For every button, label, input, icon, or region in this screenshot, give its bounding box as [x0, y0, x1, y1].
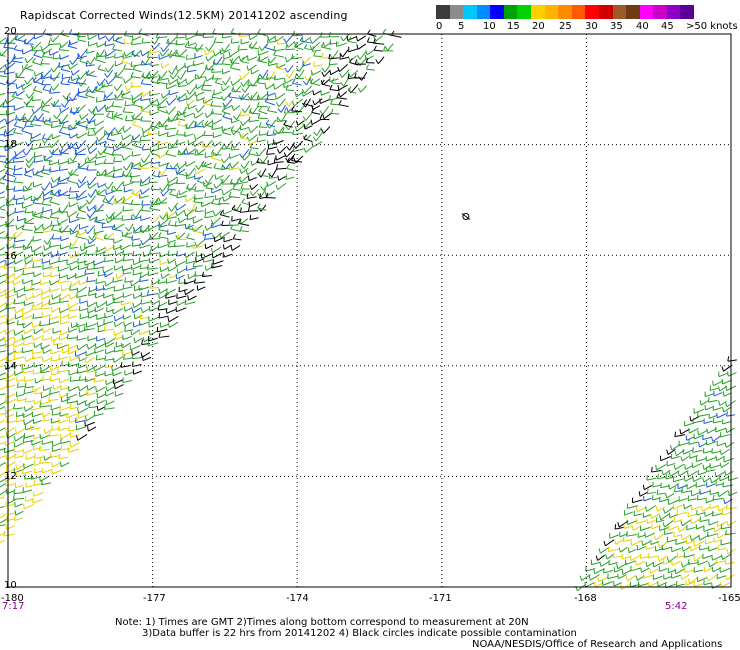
colorbar-swatch: [463, 5, 477, 19]
colorbar-label: 45: [661, 21, 674, 32]
colorbar-label: 40: [636, 21, 649, 32]
lon-tick: -174: [286, 593, 309, 604]
lat-tick: 10: [4, 580, 17, 591]
contamination-marker: [461, 212, 471, 220]
colorbar-swatch: [490, 5, 504, 19]
colorbar-swatch: [585, 5, 599, 19]
colorbar-swatch: [680, 5, 694, 19]
lat-tick: 20: [4, 26, 17, 37]
colorbar-label: 25: [559, 21, 572, 32]
lat-tick: 16: [4, 251, 17, 262]
colorbar-swatch: [476, 5, 491, 19]
colorbar-swatch: [558, 5, 572, 19]
colorbar-swatch: [436, 5, 450, 19]
lat-tick: 18: [4, 139, 17, 150]
lon-tick: -168: [574, 593, 597, 604]
colorbar-label: 15: [507, 21, 520, 32]
colorbar-swatch: [517, 5, 532, 19]
colorbar-swatch: [503, 5, 518, 19]
colorbar-swatch: [639, 5, 654, 19]
lon-tick: -165: [718, 593, 740, 604]
colorbar-swatch: [666, 5, 681, 19]
lon-tick: -171: [429, 593, 452, 604]
colorbar-label: 30: [585, 21, 598, 32]
colorbar-swatch: [626, 5, 640, 19]
colorbar-swatch: [612, 5, 627, 19]
lat-lon-grid: [7, 33, 732, 588]
lat-tick: 14: [4, 361, 17, 372]
colorbar-swatch: [449, 5, 464, 19]
colorbar-label: 5: [458, 21, 465, 32]
wind-speed-colorbar: [436, 5, 694, 19]
note-line-1: Note: 1) Times are GMT 2)Times along bot…: [115, 617, 529, 628]
colorbar-label: 10: [483, 21, 496, 32]
lon-tick: -177: [143, 593, 166, 604]
note-line-2: 3)Data buffer is 22 hrs from 20141202 4)…: [142, 628, 577, 639]
colorbar-swatch: [531, 5, 545, 19]
colorbar-label: >50 knots: [686, 21, 738, 32]
lon-tick: -180: [1, 593, 24, 604]
colorbar-swatch: [544, 5, 559, 19]
lat-tick: 12: [4, 471, 17, 482]
map-title: Rapidscat Corrected Winds(12.5KM) 201412…: [20, 9, 348, 22]
swath-time-right: 5:42: [665, 601, 688, 612]
swath-time-left: 7:17: [2, 601, 25, 612]
colorbar-swatch: [571, 5, 586, 19]
colorbar-label: 0: [436, 21, 443, 32]
note-line-3: NOAA/NESDIS/Office of Research and Appli…: [472, 639, 723, 650]
colorbar-swatch: [598, 5, 613, 19]
colorbar-label: 20: [532, 21, 545, 32]
wind-barbs: [0, 28, 738, 592]
colorbar-label: 35: [610, 21, 623, 32]
colorbar-swatch: [653, 5, 667, 19]
